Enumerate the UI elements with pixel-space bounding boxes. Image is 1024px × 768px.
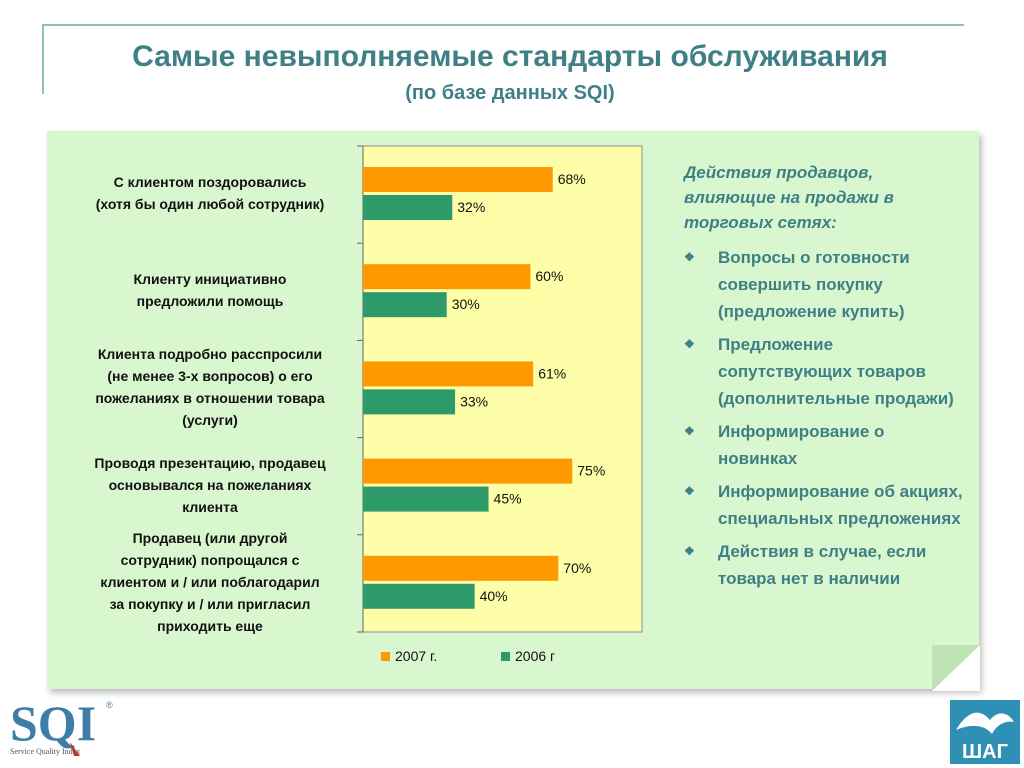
category-label-4: Продавец (или другой сотрудник) попрощалс… <box>60 527 360 637</box>
category-label-line: С клиентом поздоровались <box>113 174 307 190</box>
diamond-cluster-icon: ❖ <box>684 544 695 558</box>
bar-2006-3 <box>363 486 489 512</box>
bar-2006-4 <box>363 583 475 609</box>
bar-2006-0 <box>363 195 453 220</box>
diamond-cluster-icon: ❖ <box>684 337 695 351</box>
data-label-2007-1: 60% <box>535 268 563 284</box>
panel-fold-corner <box>932 645 980 691</box>
frame-line-left <box>42 24 44 94</box>
legend-swatch-2007 <box>381 651 390 661</box>
bird-icon <box>956 712 1014 734</box>
side-bullet-text: Информирование об акциях, специальных пр… <box>718 482 963 528</box>
category-label-line: основывался на пожеланиях <box>108 476 312 493</box>
bar-2007-1 <box>363 264 531 290</box>
legend-label-2007: 2007 г. <box>395 648 438 664</box>
legend-item-2007: 2007 г. <box>381 648 437 664</box>
category-label-line: Клиенту инициативно <box>133 271 287 288</box>
data-label-2007-4: 70% <box>563 560 591 576</box>
sqi-logo: SQI ® Service Quality Index <box>10 695 113 756</box>
shag-logo-text: ШАГ <box>962 741 1008 763</box>
legend-swatch-2006 <box>501 651 510 661</box>
bar-2007-3 <box>363 458 573 484</box>
category-label-2: Клиента подробно расспросили (не менее 3-… <box>60 343 360 431</box>
category-label-0: С клиентом поздоровались (хотя бы один лю… <box>60 171 360 215</box>
shag-logo-bg <box>950 700 1020 764</box>
category-label-line: клиента <box>182 498 238 515</box>
side-bullet-text: Информирование о новинках <box>718 422 885 468</box>
diamond-cluster-icon: ❖ <box>684 424 695 438</box>
shag-logo: ШАГ <box>950 700 1020 764</box>
data-label-2006-0: 32% <box>457 199 485 215</box>
data-label-2006-1: 30% <box>452 296 480 312</box>
data-label-2007-2: 61% <box>538 365 566 381</box>
category-label-line: (хотя бы один любой сотрудник) <box>95 196 325 212</box>
bar-2006-1 <box>363 292 447 318</box>
page-subtitle: (по базе данных SQI) <box>405 82 615 104</box>
category-label-line: предложили помощь <box>136 293 284 310</box>
plot-area <box>362 145 643 633</box>
category-label-line: Продавец (или другой <box>132 529 288 546</box>
sqi-logo-tail <box>70 742 80 756</box>
data-label-2006-2: 33% <box>460 393 488 409</box>
side-bullet-item: ❖ Информирование о новинках <box>684 418 964 472</box>
sqi-logo-reg: ® <box>106 700 113 710</box>
side-bullet-list: ❖ Вопросы о готовности совершить покупку … <box>684 244 964 598</box>
category-label-line: приходить еще <box>157 617 263 634</box>
diamond-cluster-icon: ❖ <box>684 484 695 498</box>
side-bullet-text: Действия в случае, если товара нет в нал… <box>718 542 927 588</box>
bar-2007-0 <box>363 167 553 192</box>
data-label-2007-3: 75% <box>577 463 605 479</box>
category-label-line: пожеланиях в отношении товара <box>95 390 325 407</box>
diamond-cluster-icon: ❖ <box>684 250 695 264</box>
legend-label-2006: 2006 г <box>515 648 556 664</box>
side-bullet-text: Вопросы о готовности совершить покупку (… <box>718 248 910 321</box>
side-bullet-item: ❖ Предложение сопутствующих товаров (допо… <box>684 331 964 412</box>
frame-line-top <box>42 24 964 26</box>
sqi-logo-text: SQI <box>10 695 96 751</box>
category-label-line: клиентом и / или поблагодарил <box>100 573 320 590</box>
category-label-1: Клиенту инициативно предложили помощь <box>60 268 360 312</box>
category-label-line: (не менее 3-х вопросов) о его <box>107 368 313 385</box>
sqi-logo-caption: Service Quality Index <box>10 747 80 756</box>
category-label-line: за покупку и / или пригласил <box>109 595 311 612</box>
bar-2006-2 <box>363 389 456 415</box>
category-label-line: (услуги) <box>182 412 238 429</box>
side-bullet-item: ❖ Вопросы о готовности совершить покупку … <box>684 244 964 325</box>
side-bullet-item: ❖ Действия в случае, если товара нет в на… <box>684 538 964 592</box>
legend-item-2006: 2006 г <box>501 648 555 664</box>
data-label-2007-0: 68% <box>558 171 586 187</box>
side-bullet-text: Предложение сопутствующих товаров (допол… <box>718 335 954 408</box>
category-label-3: Проводя презентацию, продавец основывался… <box>60 452 360 518</box>
data-label-2006-3: 45% <box>494 491 522 507</box>
data-label-2006-4: 40% <box>480 588 508 604</box>
bar-2007-4 <box>363 555 559 581</box>
side-title: Действия продавцов, влияющие на продажи … <box>684 163 894 232</box>
category-label-line: Проводя презентацию, продавец <box>94 454 326 471</box>
category-label-line: Клиента подробно расспросили <box>97 346 323 363</box>
side-bullet-item: ❖ Информирование об акциях, специальных п… <box>684 478 964 532</box>
category-label-line: сотрудник) попрощался с <box>120 551 300 568</box>
page-title: Самые невыполняемые стандарты обслуживан… <box>132 40 888 73</box>
bar-2007-2 <box>363 361 534 387</box>
